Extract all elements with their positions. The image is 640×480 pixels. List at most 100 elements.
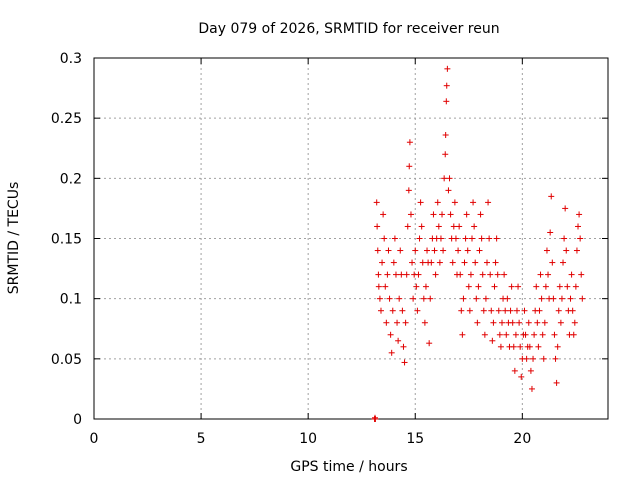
data-point: [481, 331, 488, 338]
data-point: [405, 187, 412, 194]
data-point: [487, 271, 494, 278]
y-tick-label: 0.3: [60, 51, 82, 67]
data-point: [549, 259, 556, 266]
data-point: [385, 247, 392, 254]
y-axis-ticks: 0 0.05 0.1 0.15 0.2 0.25 0.3: [51, 51, 608, 428]
x-tick-label: 20: [513, 431, 531, 447]
data-point: [535, 343, 542, 350]
data-point: [394, 319, 401, 326]
data-point: [464, 247, 471, 254]
data-point: [391, 235, 398, 242]
data-point: [417, 199, 424, 206]
data-point: [560, 259, 567, 266]
data-point: [449, 259, 456, 266]
data-point: [412, 247, 419, 254]
data-point: [569, 307, 576, 314]
y-tick-label: 0.15: [51, 232, 82, 248]
data-point: [474, 319, 481, 326]
data-point: [418, 223, 425, 230]
data-point: [527, 367, 534, 374]
data-point: [478, 235, 485, 242]
data-point: [567, 295, 574, 302]
data-point: [450, 223, 457, 230]
data-point: [415, 271, 422, 278]
data-point: [479, 271, 486, 278]
x-axis-ticks: 0 5 10 15 20: [90, 58, 531, 447]
data-point: [403, 271, 410, 278]
data-point: [530, 355, 537, 362]
data-point: [387, 331, 394, 338]
data-point: [578, 271, 585, 278]
data-point: [467, 271, 474, 278]
data-point: [473, 295, 480, 302]
data-point: [480, 307, 487, 314]
data-point: [579, 295, 586, 302]
data-point: [389, 307, 396, 314]
data-point: [521, 307, 528, 314]
data-point: [455, 247, 462, 254]
data-point: [512, 331, 519, 338]
data-point: [451, 199, 458, 206]
data-point: [443, 98, 450, 105]
data-point: [568, 271, 575, 278]
data-point: [376, 295, 383, 302]
data-point: [461, 259, 468, 266]
data-point: [414, 307, 421, 314]
data-point: [383, 319, 390, 326]
data-point: [375, 283, 382, 290]
x-axis-label: GPS time / hours: [290, 459, 407, 475]
data-point: [562, 205, 569, 212]
y-tick-label: 0.2: [60, 171, 82, 187]
data-point: [398, 271, 405, 278]
data-point: [486, 235, 493, 242]
data-point: [543, 247, 550, 254]
data-point: [437, 235, 444, 242]
grid-lines: [94, 58, 608, 419]
data-point: [518, 373, 525, 380]
data-point: [483, 259, 490, 266]
data-point: [485, 199, 492, 206]
data-point: [377, 307, 384, 314]
data-point: [511, 367, 518, 374]
data-point: [517, 343, 524, 350]
data-point: [558, 295, 565, 302]
data-point: [490, 319, 497, 326]
data-point: [571, 319, 578, 326]
data-point: [441, 175, 448, 182]
data-point: [531, 331, 538, 338]
data-point: [444, 65, 451, 72]
data-point: [470, 199, 477, 206]
data-point: [510, 343, 517, 350]
data-point: [536, 307, 543, 314]
data-point: [409, 259, 416, 266]
data-point: [553, 379, 560, 386]
data-point: [422, 283, 429, 290]
data-point: [477, 211, 484, 218]
data-point: [542, 283, 549, 290]
data-point: [576, 211, 583, 218]
data-point: [523, 355, 530, 362]
data-point: [533, 283, 540, 290]
data-point: [442, 132, 449, 139]
data-point: [573, 247, 580, 254]
data-point: [492, 259, 499, 266]
data-point: [390, 259, 397, 266]
data-point: [435, 223, 442, 230]
data-point: [374, 247, 381, 254]
data-point: [462, 235, 469, 242]
data-point: [550, 295, 557, 302]
data-point: [496, 331, 503, 338]
data-point: [528, 385, 535, 392]
data-point: [539, 331, 546, 338]
data-point: [436, 259, 443, 266]
y-tick-label: 0.25: [51, 111, 82, 127]
data-point: [476, 247, 483, 254]
data-point: [538, 295, 545, 302]
data-point: [472, 259, 479, 266]
data-point: [439, 211, 446, 218]
data-point: [509, 319, 516, 326]
data-point: [406, 163, 413, 170]
data-point: [494, 271, 501, 278]
data-point: [572, 283, 579, 290]
